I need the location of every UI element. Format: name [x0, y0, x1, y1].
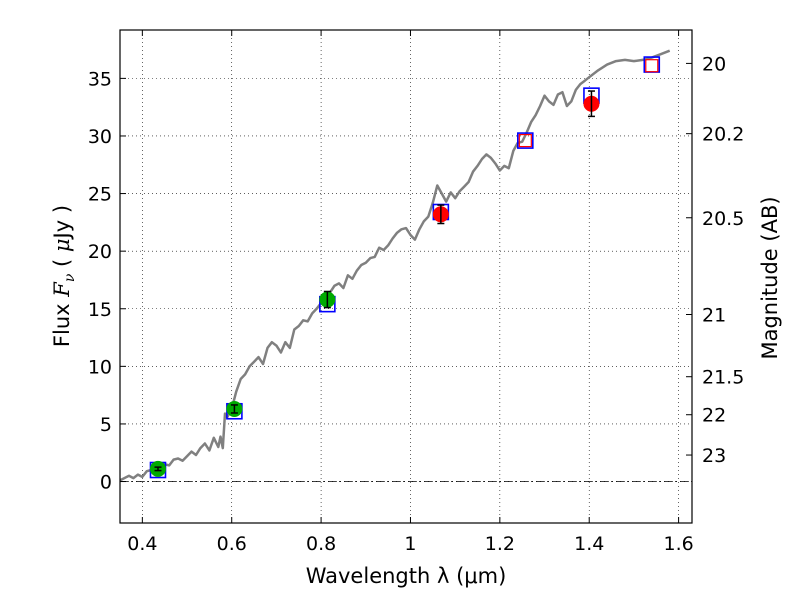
mag-tick-label: 22	[702, 405, 726, 427]
upper-limit-square	[645, 59, 659, 73]
y-tick-label: 15	[88, 299, 112, 321]
mag-tick-label: 21	[702, 305, 726, 327]
x-tick-label: 1.6	[663, 533, 693, 555]
y-tick-label: 35	[88, 68, 112, 90]
y-tick-label: 20	[88, 241, 112, 263]
mag-tick-label: 20.2	[702, 124, 744, 146]
y-tick-label: 10	[88, 356, 112, 378]
x-tick-label: 1	[404, 533, 416, 555]
y-tick-label: 30	[88, 126, 112, 148]
mag-tick-label: 23	[702, 445, 726, 467]
y-tick-label: 5	[100, 414, 112, 436]
model-band-square	[517, 132, 534, 149]
y-tick-label: 0	[100, 472, 112, 494]
x-axis-label: Wavelength λ (μm)	[306, 564, 507, 588]
mag-tick-label: 20.5	[702, 208, 744, 230]
svg-text:Flux Fν ( μJy ): Flux Fν ( μJy )	[50, 205, 78, 347]
plot-frame	[119, 29, 693, 524]
axis-ticks: 0.4 0.6 0.8 1 1.2 1.4 1.6 0 5 10 15 20 25 30 35 20 20.2 2…	[88, 30, 744, 555]
mag-tick-label: 21.5	[702, 367, 744, 389]
x-tick-label: 0.6	[217, 533, 247, 555]
model-sed-line	[119, 49, 671, 482]
plot-area	[120, 30, 692, 523]
x-tick-label: 0.8	[306, 533, 336, 555]
right-y-axis-label: Magnitude (AB)	[758, 196, 782, 359]
data-points	[149, 56, 661, 479]
x-tick-label: 1.2	[485, 533, 515, 555]
mag-tick-label: 20	[702, 53, 726, 75]
upper-limit-square	[518, 133, 532, 148]
x-tick-label: 1.4	[574, 533, 604, 555]
y-tick-label: 25	[88, 184, 112, 206]
y-axis-label: Flux Fν ( μJy )	[50, 205, 78, 347]
x-tick-label: 0.4	[127, 533, 157, 555]
